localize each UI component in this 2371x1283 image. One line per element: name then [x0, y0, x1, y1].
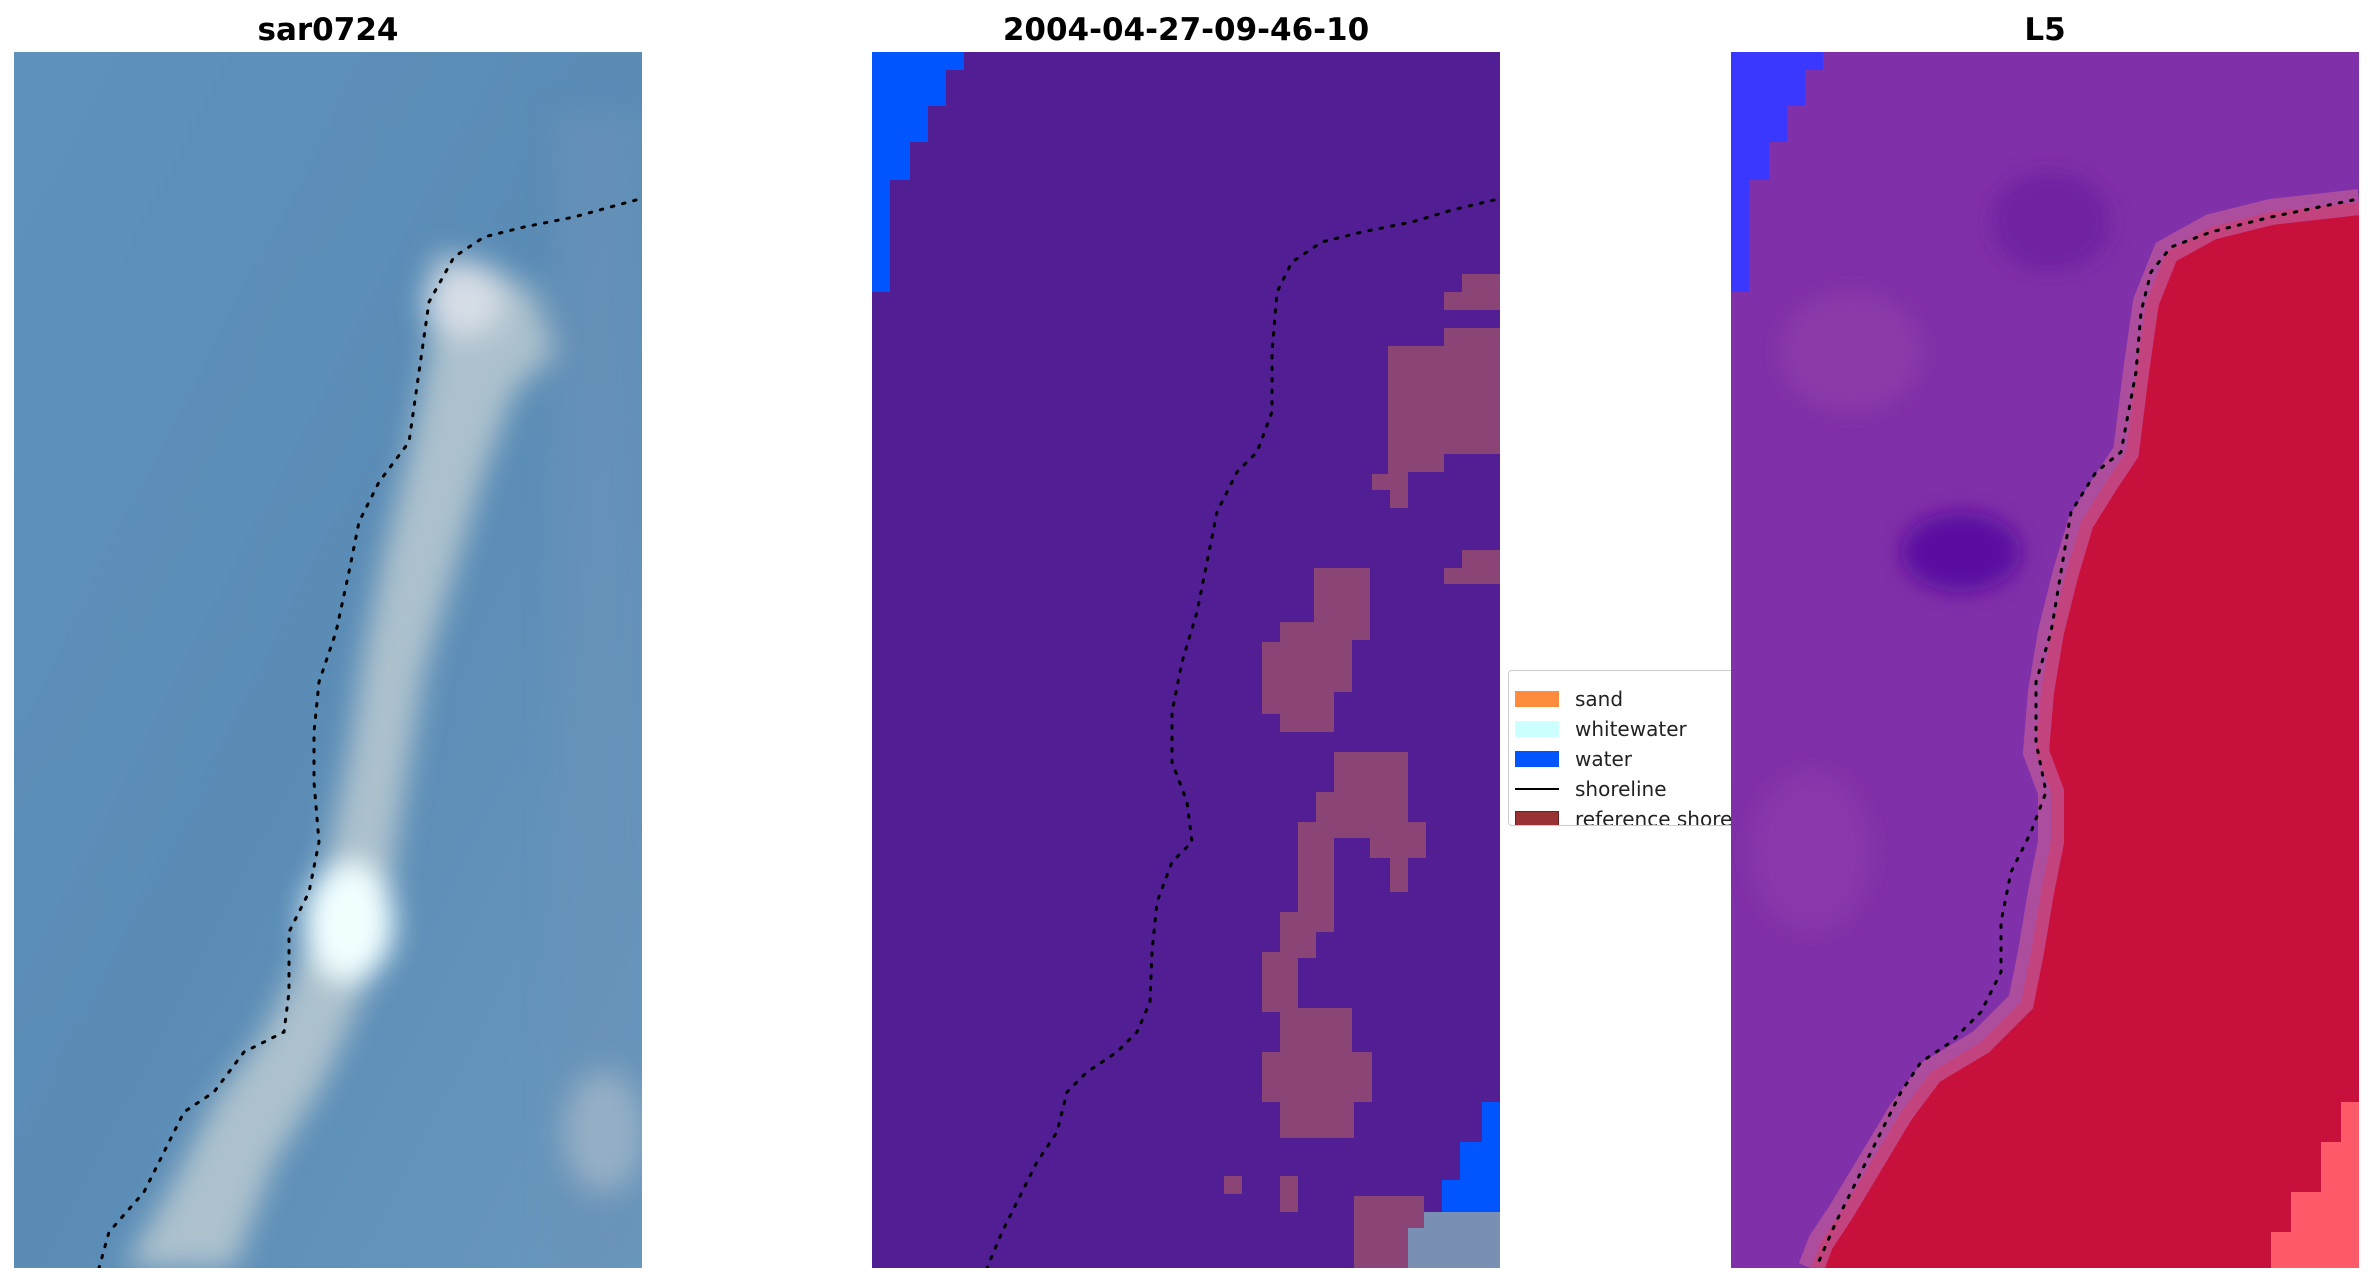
legend-label: whitewater	[1575, 717, 1687, 741]
panel-title-classification: 2004-04-27-09-46-10	[1002, 12, 1370, 48]
legend-item-reference-shoreline: reference shoreline	[1515, 805, 1739, 826]
water-region-bottom	[1442, 1102, 1500, 1212]
reference-shoreline-swatch	[1515, 811, 1559, 825]
legend-item-sand: sand	[1515, 685, 1623, 713]
legend: sand whitewater water shoreline referenc…	[1508, 670, 1740, 826]
legend-label: water	[1575, 747, 1632, 771]
legend-item-whitewater: whitewater	[1515, 715, 1687, 743]
classification-image	[872, 52, 1500, 1268]
legend-item-water: water	[1515, 745, 1632, 773]
shoreline-dots	[1814, 198, 2355, 1268]
legend-item-shoreline: shoreline	[1515, 775, 1667, 803]
shoreline-dots	[97, 198, 638, 1268]
whitewater-swatch	[1515, 721, 1559, 737]
sand-swatch	[1515, 691, 1559, 707]
legend-label: reference shoreline	[1575, 807, 1739, 826]
water-region-top	[872, 52, 964, 292]
legend-label: shoreline	[1575, 777, 1667, 801]
classification-panel	[872, 52, 1500, 1268]
rgb-image	[14, 52, 642, 1268]
panel-title-index: L5	[2024, 12, 2066, 48]
index-image-panel	[1731, 52, 2359, 1268]
land-region	[1811, 202, 2359, 1268]
index-image	[1731, 52, 2359, 1268]
shoreline-swatch	[1515, 788, 1559, 790]
land-fringe	[1798, 189, 2359, 1268]
legend-label: sand	[1575, 687, 1624, 711]
shoreline-dots	[985, 198, 1496, 1268]
water-region-top	[1731, 52, 1823, 292]
panel-title-rgb: sar0724	[257, 12, 399, 48]
water-swatch	[1515, 751, 1559, 767]
rgb-image-panel	[14, 52, 642, 1268]
bright-land-corner	[2271, 1102, 2359, 1268]
